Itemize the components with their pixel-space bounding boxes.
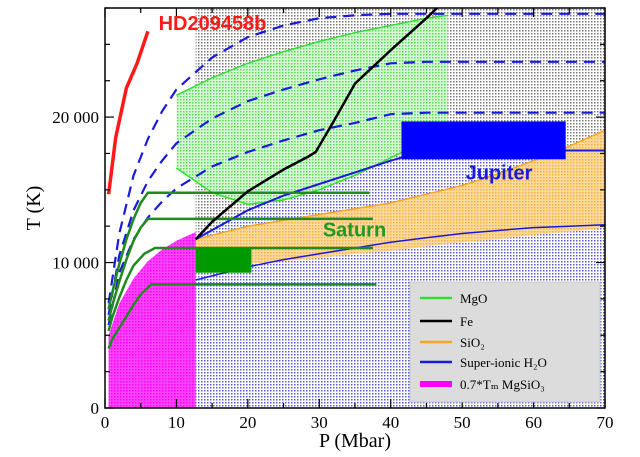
mgo-band (176, 15, 448, 205)
axis-ticks (104, 7, 606, 409)
x-tick-label: 0 (101, 413, 110, 432)
saturn-profile-line (107, 283, 377, 349)
x-tick-label: 40 (382, 413, 399, 432)
x-tick-label: 70 (597, 413, 614, 432)
h2o-lower-line (195, 223, 605, 281)
x-tick-label: 20 (239, 413, 256, 432)
annotation-jupiter: Jupiter (466, 163, 533, 185)
region-layer (108, 8, 605, 408)
tick-labels: 0 10 20 30 40 50 60 70 0 10 000 20 000 (52, 108, 613, 432)
x-axis-label: P (Mbar) (319, 430, 391, 452)
annotation-saturn: Saturn (323, 219, 386, 241)
legend: MgO Fe SiO₂ Super-ionic H₂O 0.7*Tₘ MgSiO₃ (409, 281, 601, 403)
fe-line (194, 8, 438, 241)
annotation-hd209458b: HD209458b (159, 13, 267, 35)
mgsio3-region (108, 232, 196, 408)
x-tick-label: 30 (311, 413, 328, 432)
green-adiabat-14800-line (107, 191, 370, 310)
mgo-upper-line (176, 14, 449, 96)
plot-area (106, 8, 605, 408)
hd209458b-line (106, 30, 150, 195)
green-adiabat-13000-line (107, 217, 373, 321)
y-axis-label: T (K) (23, 186, 45, 231)
blue-dashed-1-line (107, 12, 605, 304)
x-tick-label: 60 (525, 413, 542, 432)
legend-label-3: SiO₂ (460, 335, 485, 350)
saturn-box (195, 248, 252, 273)
legend-label-4: Super-ionic H₂O (460, 355, 547, 370)
legend-items: MgO Fe SiO₂ Super-ionic H₂O 0.7*Tₘ MgSiO₃ (420, 291, 547, 392)
x-tick-label: 50 (454, 413, 471, 432)
blue-dashed-2-line (107, 60, 605, 316)
legend-label-5: 0.7*Tₘ MgSiO₃ (460, 377, 545, 392)
line-layer (106, 8, 605, 349)
annotations: HD209458b Jupiter Saturn (159, 13, 533, 242)
y-tick-label: 10 000 (52, 254, 99, 273)
green-adiabat-11000-line (107, 246, 373, 332)
y-tick-label: 20 000 (52, 108, 99, 127)
x-tick-label: 10 (168, 413, 185, 432)
y-tick-label: 0 (91, 399, 100, 418)
legend-label-2: Fe (460, 314, 473, 329)
legend-label-1: MgO (460, 291, 487, 306)
jupiter-box (401, 121, 566, 160)
sio2-band (195, 130, 605, 269)
